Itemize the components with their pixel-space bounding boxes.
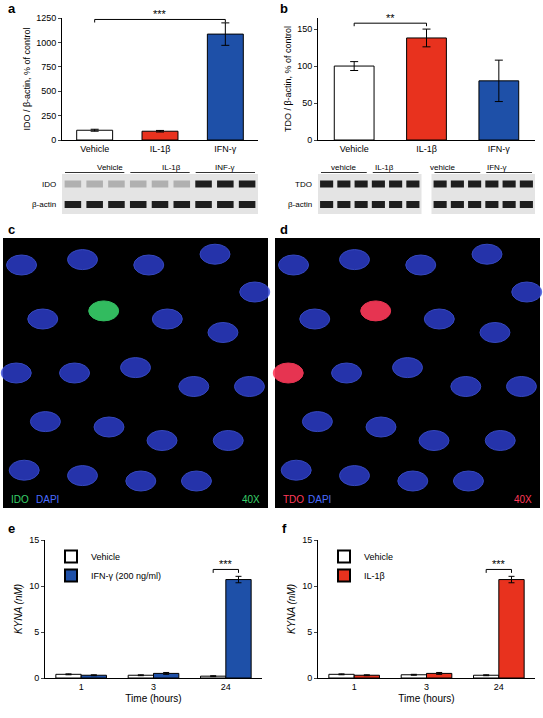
svg-text:50: 50 (302, 98, 312, 108)
svg-text:TDO: TDO (283, 494, 304, 505)
svg-text:***: *** (153, 8, 167, 20)
svg-text:KYNA (nM): KYNA (nM) (286, 584, 297, 634)
svg-text:250: 250 (41, 111, 56, 121)
svg-text:15: 15 (29, 535, 39, 545)
svg-text:TDO / β-actin, % of control: TDO / β-actin, % of control (283, 26, 293, 132)
svg-text:IL-1β: IL-1β (375, 163, 394, 172)
svg-text:Time (hours): Time (hours) (125, 693, 181, 704)
svg-text:IFN-γ: IFN-γ (487, 163, 507, 172)
svg-text:40X: 40X (242, 494, 260, 505)
svg-text:Vehicle: Vehicle (97, 163, 123, 172)
svg-text:100: 100 (297, 61, 312, 71)
svg-text:TDO: TDO (295, 180, 312, 189)
svg-text:***: *** (219, 558, 233, 570)
svg-text:1: 1 (352, 682, 357, 692)
svg-text:f: f (282, 521, 287, 536)
svg-text:Vehicle: Vehicle (91, 552, 120, 562)
svg-text:IFN-γ: IFN-γ (214, 144, 236, 154)
svg-text:500: 500 (41, 86, 56, 96)
svg-text:0: 0 (307, 135, 312, 145)
svg-text:750: 750 (41, 62, 56, 72)
svg-text:a: a (8, 1, 16, 16)
svg-text:5: 5 (34, 627, 39, 637)
svg-text:1250: 1250 (36, 13, 56, 23)
svg-text:1: 1 (79, 682, 84, 692)
svg-text:10: 10 (29, 581, 39, 591)
svg-text:β-actin: β-actin (288, 200, 312, 209)
svg-text:β-actin: β-actin (32, 200, 56, 209)
svg-text:e: e (8, 521, 15, 536)
svg-text:DAPI: DAPI (36, 494, 59, 505)
svg-text:Vehicle: Vehicle (80, 144, 109, 154)
svg-text:b: b (280, 1, 288, 16)
svg-text:c: c (8, 222, 15, 237)
svg-text:IL-1β: IL-1β (364, 571, 385, 581)
svg-text:IFN-γ (200 ng/ml): IFN-γ (200 ng/ml) (91, 571, 161, 581)
svg-text:vehicle: vehicle (331, 163, 356, 172)
svg-text:IFN-γ: IFN-γ (488, 144, 510, 154)
svg-text:3: 3 (151, 682, 156, 692)
svg-text:vehicle: vehicle (430, 163, 455, 172)
svg-text:1000: 1000 (36, 38, 56, 48)
svg-text:5: 5 (307, 627, 312, 637)
svg-text:IDO: IDO (11, 494, 29, 505)
svg-text:**: ** (386, 12, 395, 24)
svg-text:3: 3 (424, 682, 429, 692)
svg-text:***: *** (492, 558, 506, 570)
svg-text:d: d (280, 222, 288, 237)
svg-text:0: 0 (307, 673, 312, 683)
svg-text:IL-1β: IL-1β (416, 144, 437, 154)
svg-text:INF-γ: INF-γ (215, 163, 235, 172)
svg-text:IL-1β: IL-1β (162, 163, 181, 172)
svg-text:Time (hours): Time (hours) (398, 693, 454, 704)
svg-text:IL-1β: IL-1β (150, 144, 171, 154)
svg-text:10: 10 (302, 581, 312, 591)
svg-text:DAPI: DAPI (308, 494, 331, 505)
svg-text:150: 150 (297, 24, 312, 34)
svg-text:24: 24 (221, 682, 231, 692)
svg-text:40X: 40X (514, 494, 532, 505)
svg-text:Vehicle: Vehicle (364, 552, 393, 562)
svg-text:24: 24 (494, 682, 504, 692)
svg-text:0: 0 (51, 135, 56, 145)
svg-text:15: 15 (302, 535, 312, 545)
svg-text:0: 0 (34, 673, 39, 683)
svg-text:IDO / β-actin, % of control: IDO / β-actin, % of control (22, 27, 32, 130)
svg-text:IDO: IDO (42, 180, 56, 189)
svg-text:KYNA (nM): KYNA (nM) (13, 584, 24, 634)
svg-text:Vehicle: Vehicle (340, 144, 369, 154)
